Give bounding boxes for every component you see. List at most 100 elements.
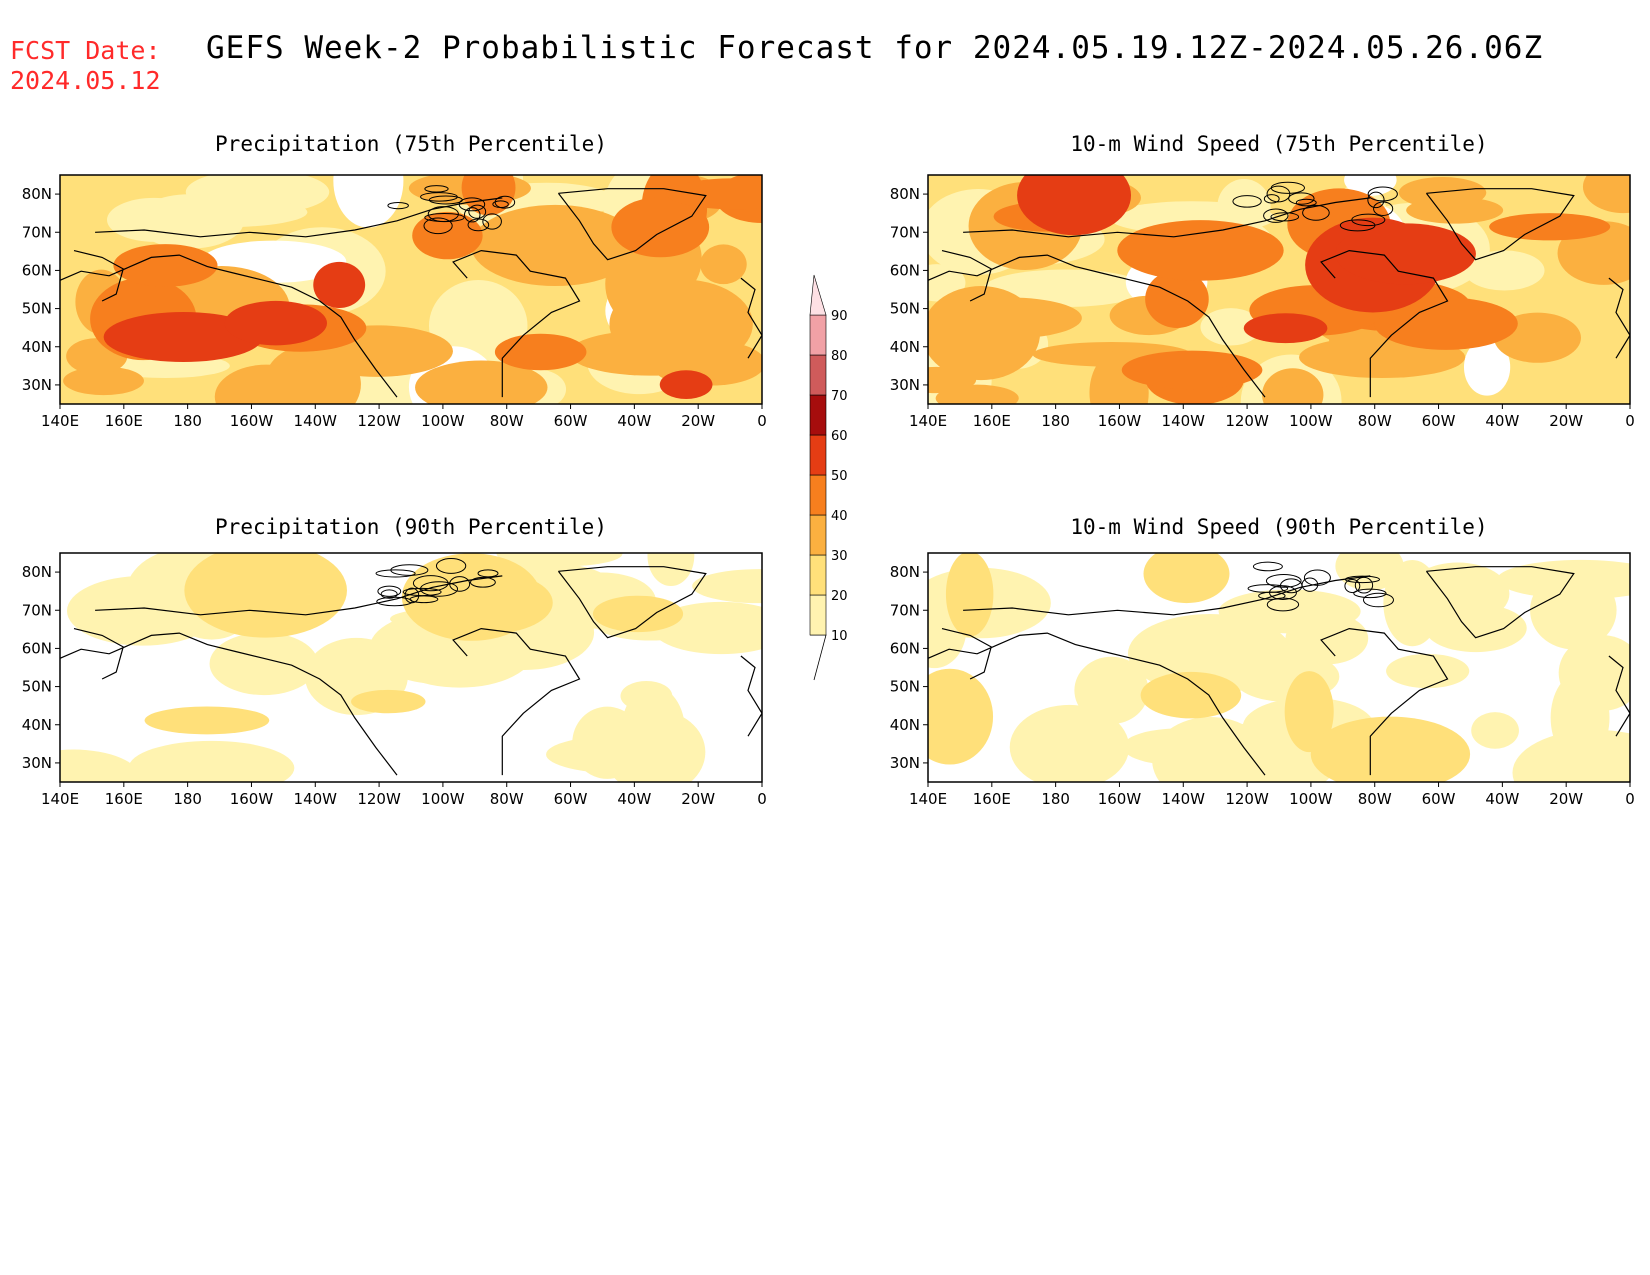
forecast-date-value: 2024.05.12 (10, 66, 161, 95)
lon-tick-label: 140W (294, 790, 338, 808)
probability-contour (113, 244, 218, 287)
map-frame (59, 552, 763, 783)
probability-contour (1262, 368, 1324, 404)
lat-tick-label: 70N (22, 223, 52, 241)
probability-contour (1558, 635, 1630, 712)
island-outline (423, 217, 453, 235)
island-outline (1288, 192, 1315, 205)
coastline (1425, 188, 1575, 261)
probability-contour (1117, 220, 1284, 281)
island-outline (1302, 204, 1330, 221)
map-frame (59, 174, 763, 405)
probability-contour (144, 706, 270, 735)
lat-tick-label: 70N (890, 601, 920, 619)
lon-tick-label: 0 (757, 790, 767, 808)
probability-contour (1344, 175, 1397, 196)
lon-tick-label: 20W (1549, 790, 1583, 808)
coastline (1608, 277, 1630, 359)
coastline (1320, 627, 1449, 776)
colorbar-label: 90 (831, 309, 848, 324)
island-outline (1367, 186, 1398, 202)
probability-contour (1017, 175, 1131, 236)
colorbar-label: 30 (831, 549, 848, 564)
lat-tick-label: 70N (890, 223, 920, 241)
probability-contour (1074, 656, 1149, 725)
lat-tick-label: 60N (22, 639, 52, 657)
coastline (452, 627, 581, 776)
colorbar: 10 20 30 40 50 60 70 80 90 (809, 274, 848, 681)
lon-tick-label: 160E (105, 790, 143, 808)
island-outline (1266, 185, 1291, 203)
island-outline (1303, 569, 1331, 586)
probability-contour (494, 333, 587, 371)
island-outline (376, 596, 413, 607)
island-outline (377, 585, 402, 597)
panel-title-precip-90: Precipitation (90th Percentile) (215, 515, 607, 539)
lon-tick-label: 60W (1422, 412, 1456, 430)
probability-contour (928, 668, 994, 765)
coastline (95, 197, 503, 238)
coastline (452, 249, 581, 398)
lat-tick-label: 40N (890, 716, 920, 734)
probability-contour (1386, 653, 1470, 689)
lon-tick-label: 80W (1358, 790, 1392, 808)
lat-tick-label: 40N (890, 338, 920, 356)
lon-tick-label: 0 (1625, 412, 1635, 430)
lon-tick-label: 0 (1625, 790, 1635, 808)
probability-contour (939, 297, 1082, 339)
lon-tick-label: 160E (973, 412, 1011, 430)
probability-contour (647, 553, 695, 587)
colorbar-label: 80 (831, 349, 848, 364)
island-outline (1353, 588, 1387, 599)
lon-tick-label: 20W (681, 790, 715, 808)
probability-contour (128, 740, 295, 782)
island-outline (419, 581, 459, 597)
lon-tick-label: 100W (421, 412, 465, 430)
island-outline (1252, 561, 1283, 572)
coastline (928, 632, 1266, 776)
island-outline (458, 197, 486, 212)
colorbar-label: 10 (831, 629, 848, 644)
lat-tick-label: 80N (22, 185, 52, 203)
island-outline (1269, 585, 1297, 600)
forecast-date-block: FCST Date: 2024.05.12 (10, 36, 161, 96)
lon-tick-label: 120W (1225, 790, 1269, 808)
coastline (1320, 249, 1449, 398)
lon-tick-label: 160W (230, 790, 274, 808)
probability-contour (1582, 175, 1630, 214)
island-outline (449, 576, 471, 592)
lon-tick-label: 120W (357, 412, 401, 430)
lat-tick-label: 60N (890, 639, 920, 657)
island-outline (387, 201, 409, 210)
island-outline (1301, 577, 1319, 592)
lon-tick-label: 40W (617, 790, 651, 808)
island-outline (1263, 208, 1289, 223)
lat-tick-label: 30N (890, 376, 920, 394)
lon-tick-label: 20W (1549, 412, 1583, 430)
colorbar-swatch (809, 594, 827, 636)
island-outline (404, 587, 420, 604)
island-outline (468, 204, 487, 219)
lon-tick-label: 160W (1098, 412, 1142, 430)
probability-contour (214, 364, 319, 404)
lon-tick-label: 160W (1098, 790, 1142, 808)
lon-tick-label: 160E (105, 412, 143, 430)
probability-contour (461, 175, 516, 216)
lat-tick-label: 80N (890, 185, 920, 203)
panel-title-wind-75: 10-m Wind Speed (75th Percentile) (1070, 132, 1488, 156)
lat-tick-label: 40N (22, 338, 52, 356)
probability-contour (983, 269, 1148, 307)
lat-tick-label: 30N (22, 754, 52, 772)
probability-contour (611, 197, 710, 258)
lon-tick-label: 100W (1289, 412, 1333, 430)
lon-tick-label: 180 (173, 790, 202, 808)
coastline (73, 628, 124, 680)
probability-contour (609, 279, 753, 369)
colorbar-label: 50 (831, 469, 848, 484)
probability-contour (60, 749, 141, 782)
probability-contour (1218, 589, 1361, 634)
coastline (60, 254, 398, 398)
coastline (557, 188, 707, 261)
coastline (941, 628, 992, 680)
coastline (557, 566, 707, 639)
